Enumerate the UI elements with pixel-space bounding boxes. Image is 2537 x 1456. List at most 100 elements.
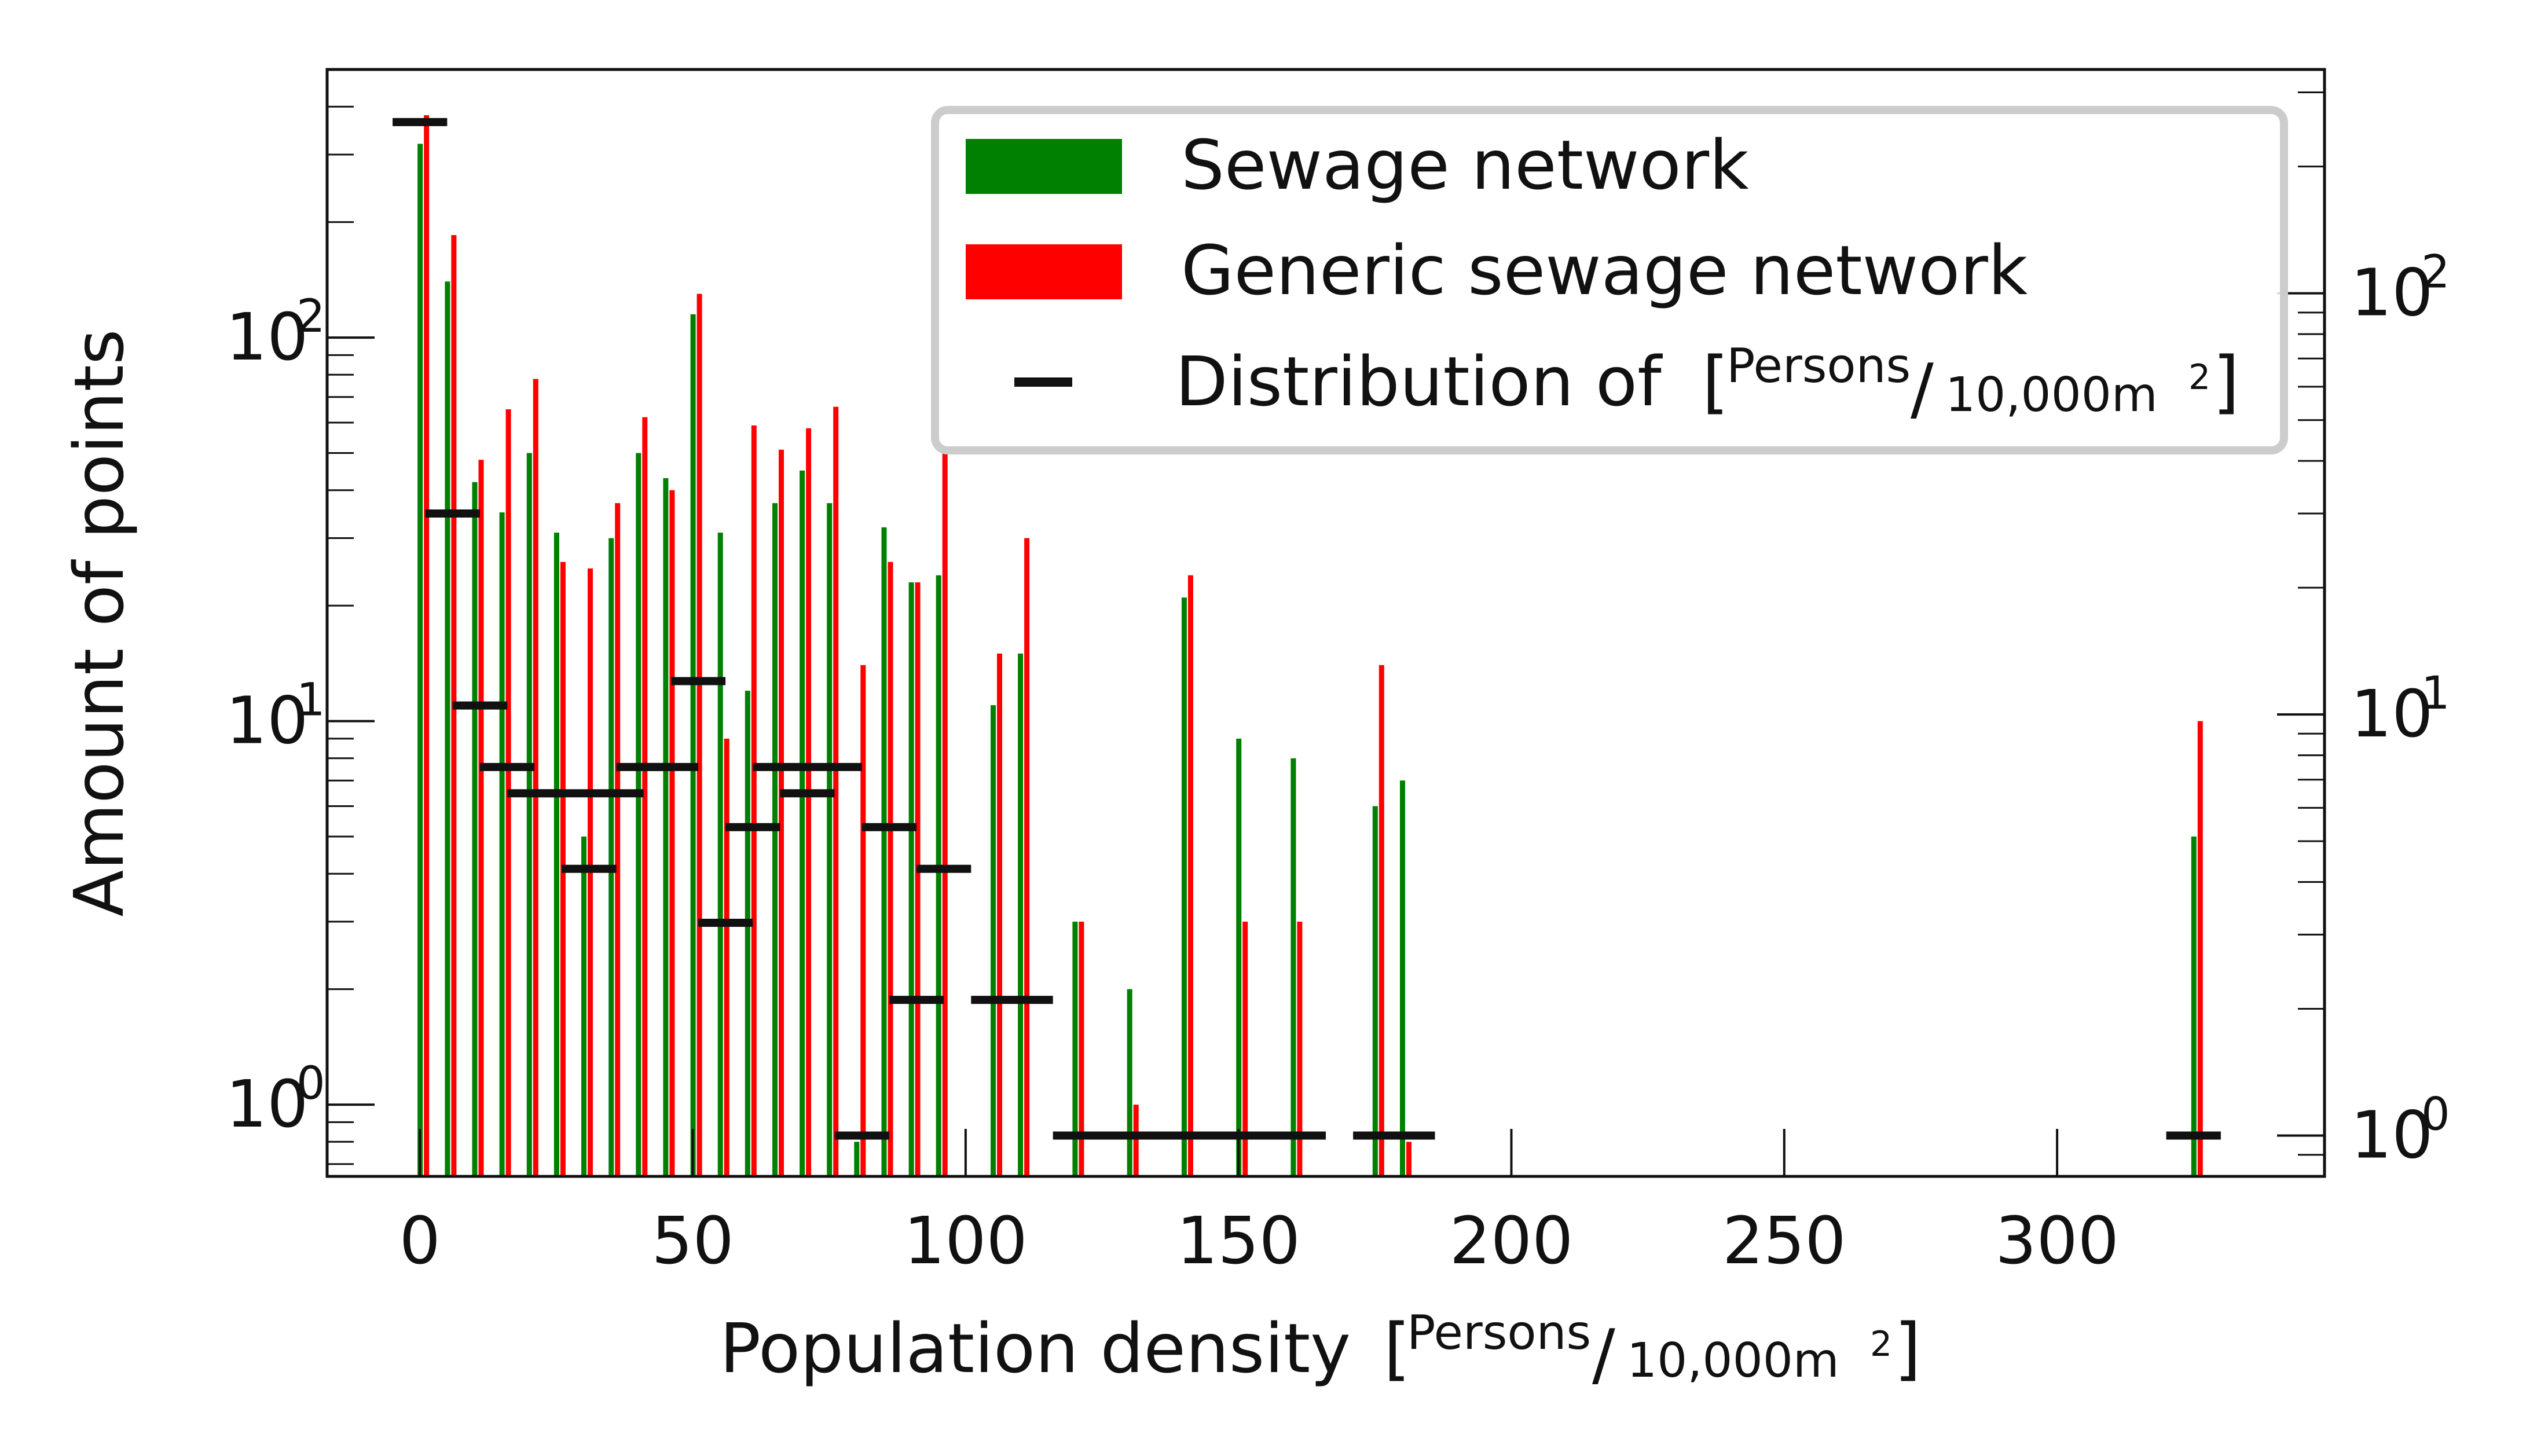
bar-sewage-network (936, 575, 941, 1177)
plot-area-frame (325, 68, 2326, 1178)
legend-swatch-sewage-network (966, 139, 1122, 194)
bar-sewage-network (663, 478, 669, 1176)
bar-generic-sewage-network (779, 449, 784, 1176)
y-right-tick-label: 10 (2351, 256, 2433, 331)
bar-generic-sewage-network (1024, 538, 1030, 1176)
y-right-tick-label-exponent: 2 (2421, 247, 2450, 299)
bar-generic-sewage-network (615, 503, 621, 1176)
x-axis-title-bracket-close: ] (1894, 1308, 1921, 1388)
y-left-tick-label-exponent: 0 (296, 1058, 325, 1110)
y-right-tick-label: 10 (2351, 677, 2433, 752)
bar-sewage-network (1372, 806, 1378, 1176)
bar-sewage-network (1400, 780, 1405, 1176)
bar-sewage-network (636, 453, 641, 1176)
bar-generic-sewage-network (1406, 1142, 1412, 1176)
bar-sewage-network (553, 533, 559, 1176)
bar-generic-sewage-network (424, 115, 430, 1176)
bar-generic-sewage-network (860, 665, 866, 1176)
bar-sewage-network (581, 837, 586, 1176)
bar-generic-sewage-network (533, 379, 538, 1176)
legend-swatch-generic-sewage-network (966, 244, 1122, 299)
x-axis-title-bracket-open: [ (1384, 1308, 1410, 1388)
chart-marks-layer (393, 115, 2221, 1177)
bar-generic-sewage-network (1133, 1105, 1139, 1176)
legend-label-distribution-slash: / (1911, 349, 1934, 428)
bar-sewage-network (772, 503, 778, 1176)
bar-generic-sewage-network (1297, 922, 1303, 1176)
legend-label-distribution-unit-num: Persons (1726, 339, 1911, 394)
y-left-tick-label-exponent: 2 (296, 291, 325, 343)
y-left-tick-label: 10 (226, 300, 309, 375)
x-axis-title-unit-den: 10,000m (1627, 1333, 1839, 1388)
legend-label-distribution-main: Distribution of (1175, 342, 1663, 421)
x-axis-title: Population density [ Persons / 10,000m 2… (720, 1305, 1921, 1394)
bar-sewage-network (1291, 758, 1296, 1176)
bar-generic-sewage-network (478, 460, 484, 1177)
bar-sewage-network (800, 470, 805, 1176)
bar-generic-sewage-network (642, 417, 648, 1176)
bar-generic-sewage-network (1379, 665, 1384, 1176)
x-tick-label: 100 (904, 1204, 1028, 1279)
x-axis-title-unit-num: Persons (1407, 1305, 1591, 1360)
x-tick-label: 0 (399, 1204, 441, 1279)
bar-generic-sewage-network (696, 294, 702, 1177)
x-tick-label: 150 (1176, 1204, 1300, 1279)
bar-sewage-network (2191, 837, 2197, 1176)
legend-label-distribution-unit-den: 10,000m (1945, 368, 2158, 423)
bar-generic-sewage-network (915, 582, 921, 1176)
y-right-tick-label-exponent: 0 (2421, 1089, 2450, 1141)
bar-generic-sewage-network (751, 425, 757, 1176)
y-left-tick-label: 10 (226, 1067, 309, 1142)
legend-label-distribution-bracket-open: [ (1702, 342, 1729, 421)
legend-box (931, 106, 2288, 454)
bar-sewage-network (499, 512, 505, 1176)
bar-generic-sewage-network (888, 562, 893, 1176)
bar-sewage-network (417, 144, 423, 1176)
bar-sewage-network (881, 527, 887, 1176)
bar-generic-sewage-network (1079, 922, 1084, 1176)
bar-sewage-network (608, 538, 614, 1176)
bar-sewage-network (1072, 922, 1078, 1176)
bar-sewage-network (717, 533, 723, 1176)
y-left-tick-label-exponent: 1 (296, 674, 325, 727)
x-axis-title-unit-exp: 2 (1870, 1324, 1892, 1365)
legend-label-distribution-bracket-close: ] (2213, 342, 2239, 421)
bar-generic-sewage-network (724, 738, 729, 1176)
bar-generic-sewage-network (942, 446, 948, 1177)
bar-sewage-network (854, 1142, 860, 1176)
bar-sewage-network (827, 503, 833, 1176)
x-axis-title-main: Population density (720, 1308, 1351, 1388)
bar-sewage-network (908, 582, 914, 1176)
legend-label-sewage-network: Sewage network (1181, 125, 1749, 205)
x-tick-label: 250 (1722, 1204, 1846, 1279)
bar-generic-sewage-network (2197, 721, 2203, 1176)
bar-sewage-network (690, 314, 696, 1176)
y-right-tick-label: 10 (2351, 1098, 2433, 1173)
x-axis-title-slash: / (1592, 1314, 1615, 1394)
bar-generic-sewage-network (669, 490, 675, 1177)
bar-sewage-network (445, 281, 450, 1176)
bar-sewage-network (991, 705, 996, 1176)
bar-generic-sewage-network (997, 653, 1002, 1176)
bar-sewage-network (472, 482, 478, 1177)
y-right-tick-label-exponent: 1 (2421, 668, 2450, 720)
bar-generic-sewage-network (1242, 922, 1248, 1176)
bar-generic-sewage-network (833, 406, 839, 1176)
bar-sewage-network (745, 691, 750, 1176)
legend-label-distribution: Distribution of [ Persons / 10,000m 2 ] (1175, 339, 2239, 428)
bar-sewage-network (1018, 653, 1024, 1176)
x-tick-label: 50 (651, 1204, 734, 1279)
y-left-tick-label: 10 (226, 684, 309, 759)
x-tick-label: 200 (1450, 1204, 1574, 1279)
bar-generic-sewage-network (1187, 575, 1193, 1177)
x-tick-label: 300 (1995, 1204, 2119, 1279)
bar-sewage-network (1181, 597, 1187, 1176)
bar-generic-sewage-network (806, 428, 812, 1176)
legend-label-generic-sewage-network: Generic sewage network (1181, 230, 2028, 310)
legend-label-distribution-unit-exp: 2 (2188, 357, 2210, 398)
legend: Sewage network Generic sewage network Di… (931, 106, 2288, 454)
bar-sewage-network (1127, 989, 1132, 1176)
y-axis-title: Amount of points (59, 329, 139, 917)
bar-sewage-network (1236, 738, 1242, 1176)
